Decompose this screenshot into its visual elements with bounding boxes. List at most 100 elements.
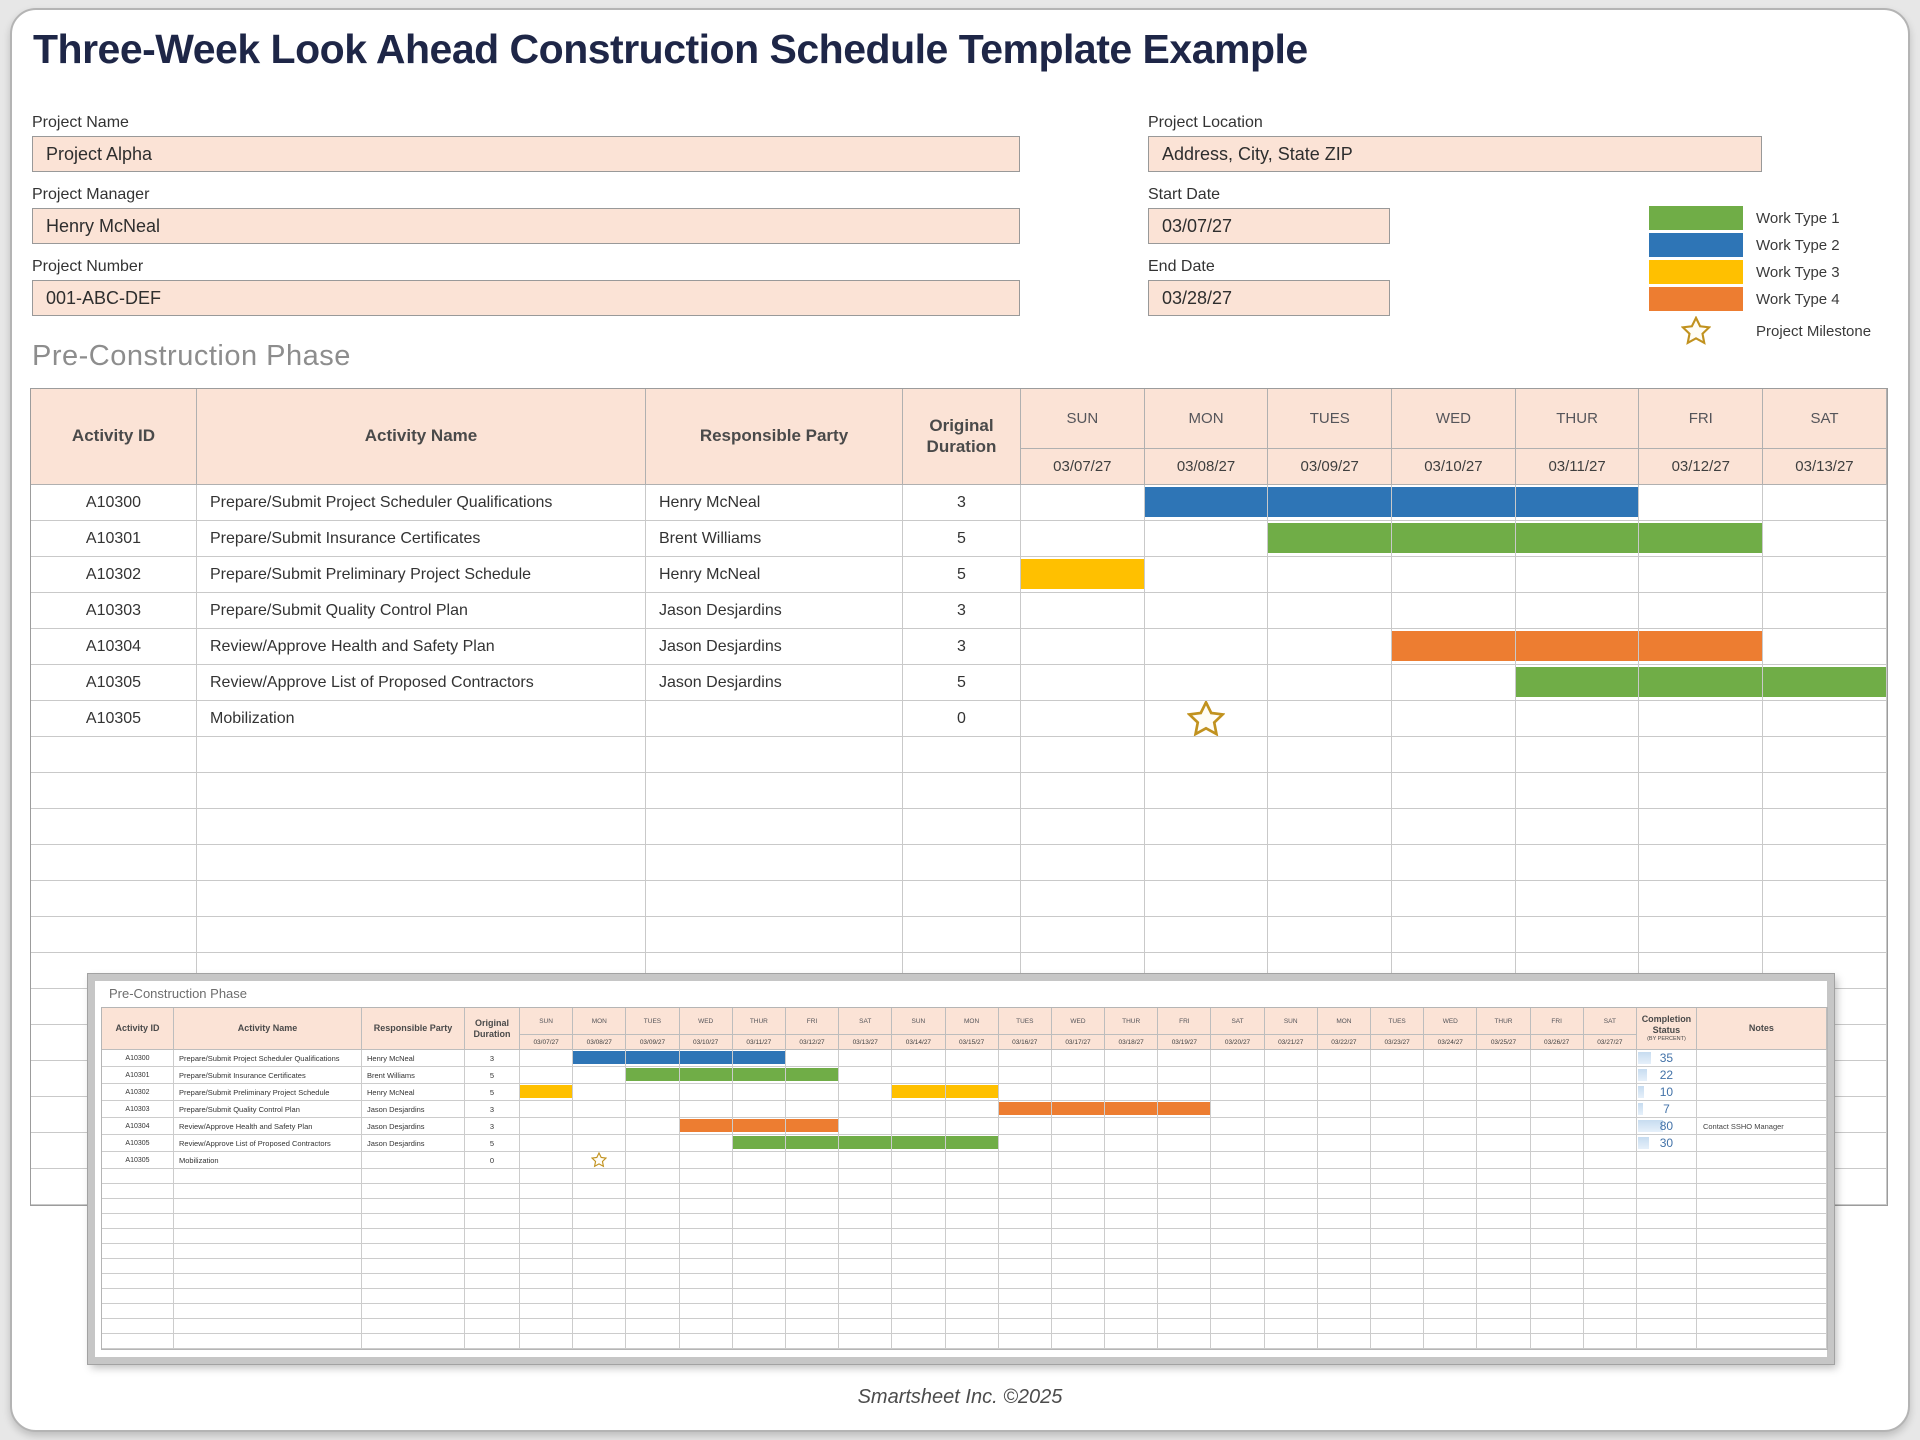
- project-location-input[interactable]: Address, City, State ZIP: [1148, 136, 1762, 172]
- project-number-input[interactable]: 001-ABC-DEF: [32, 280, 1020, 316]
- gantt-day-cell[interactable]: [1021, 629, 1145, 665]
- activity-name-cell[interactable]: [197, 845, 646, 881]
- gantt-day-cell[interactable]: [1144, 701, 1269, 737]
- original-duration-cell[interactable]: 3: [903, 629, 1021, 665]
- gantt-day-cell[interactable]: [1021, 557, 1145, 593]
- gantt-day-cell[interactable]: [1639, 809, 1764, 845]
- gantt-day-cell[interactable]: [1021, 485, 1145, 521]
- gantt-day-cell[interactable]: [1144, 845, 1269, 881]
- gantt-day-cell[interactable]: [1268, 665, 1393, 701]
- gantt-day-cell[interactable]: [1021, 593, 1145, 629]
- activity-id-cell[interactable]: [31, 917, 197, 953]
- responsible-party-cell[interactable]: [646, 773, 903, 809]
- responsible-party-cell[interactable]: Brent Williams: [646, 521, 903, 557]
- gantt-day-cell[interactable]: [1763, 629, 1887, 665]
- gantt-day-cell[interactable]: [1763, 701, 1887, 737]
- end-date-input[interactable]: 03/28/27: [1148, 280, 1390, 316]
- activity-id-cell[interactable]: A10305: [31, 701, 197, 737]
- gantt-day-cell[interactable]: [1392, 845, 1516, 881]
- gantt-day-cell[interactable]: [1639, 881, 1764, 917]
- gantt-day-cell[interactable]: [1268, 809, 1393, 845]
- original-duration-cell[interactable]: 3: [903, 593, 1021, 629]
- gantt-day-cell[interactable]: [1021, 845, 1145, 881]
- gantt-day-cell[interactable]: [1639, 629, 1764, 665]
- gantt-day-cell[interactable]: [1639, 917, 1764, 953]
- gantt-day-cell[interactable]: [1515, 485, 1640, 521]
- gantt-day-cell[interactable]: [1021, 809, 1145, 845]
- gantt-day-cell[interactable]: [1144, 773, 1269, 809]
- gantt-day-cell[interactable]: [1515, 521, 1640, 557]
- gantt-day-cell[interactable]: [1144, 629, 1269, 665]
- activity-name-cell[interactable]: Review/Approve List of Proposed Contract…: [197, 665, 646, 701]
- activity-name-cell[interactable]: [197, 773, 646, 809]
- activity-name-cell[interactable]: Prepare/Submit Preliminary Project Sched…: [197, 557, 646, 593]
- responsible-party-cell[interactable]: Jason Desjardins: [646, 665, 903, 701]
- gantt-day-cell[interactable]: [1515, 665, 1640, 701]
- activity-id-cell[interactable]: A10305: [31, 665, 197, 701]
- activity-name-cell[interactable]: [197, 809, 646, 845]
- gantt-day-cell[interactable]: [1268, 701, 1393, 737]
- gantt-day-cell[interactable]: [1763, 737, 1887, 773]
- gantt-day-cell[interactable]: [1392, 701, 1516, 737]
- gantt-day-cell[interactable]: [1639, 737, 1764, 773]
- gantt-day-cell[interactable]: [1515, 737, 1640, 773]
- activity-id-cell[interactable]: A10303: [31, 593, 197, 629]
- activity-name-cell[interactable]: [197, 917, 646, 953]
- gantt-day-cell[interactable]: [1515, 701, 1640, 737]
- gantt-day-cell[interactable]: [1144, 809, 1269, 845]
- gantt-day-cell[interactable]: [1144, 557, 1269, 593]
- gantt-day-cell[interactable]: [1268, 485, 1393, 521]
- gantt-day-cell[interactable]: [1021, 737, 1145, 773]
- gantt-day-cell[interactable]: [1515, 593, 1640, 629]
- gantt-day-cell[interactable]: [1021, 701, 1145, 737]
- gantt-day-cell[interactable]: [1763, 881, 1887, 917]
- activity-name-cell[interactable]: Prepare/Submit Project Scheduler Qualifi…: [197, 485, 646, 521]
- activity-id-cell[interactable]: A10300: [31, 485, 197, 521]
- activity-name-cell[interactable]: [197, 737, 646, 773]
- gantt-day-cell[interactable]: [1763, 521, 1887, 557]
- gantt-day-cell[interactable]: [1392, 521, 1516, 557]
- original-duration-cell[interactable]: [903, 809, 1021, 845]
- gantt-day-cell[interactable]: [1515, 809, 1640, 845]
- project-manager-input[interactable]: Henry McNeal: [32, 208, 1020, 244]
- gantt-day-cell[interactable]: [1639, 557, 1764, 593]
- gantt-day-cell[interactable]: [1639, 665, 1764, 701]
- gantt-day-cell[interactable]: [1392, 485, 1516, 521]
- gantt-day-cell[interactable]: [1144, 737, 1269, 773]
- gantt-day-cell[interactable]: [1515, 845, 1640, 881]
- activity-id-cell[interactable]: [31, 881, 197, 917]
- activity-name-cell[interactable]: [197, 881, 646, 917]
- gantt-day-cell[interactable]: [1392, 557, 1516, 593]
- gantt-day-cell[interactable]: [1268, 737, 1393, 773]
- gantt-day-cell[interactable]: [1392, 773, 1516, 809]
- activity-id-cell[interactable]: [31, 737, 197, 773]
- gantt-day-cell[interactable]: [1268, 629, 1393, 665]
- original-duration-cell[interactable]: [903, 773, 1021, 809]
- gantt-day-cell[interactable]: [1639, 521, 1764, 557]
- start-date-input[interactable]: 03/07/27: [1148, 208, 1390, 244]
- responsible-party-cell[interactable]: Henry McNeal: [646, 485, 903, 521]
- gantt-day-cell[interactable]: [1763, 665, 1887, 701]
- activity-name-cell[interactable]: Mobilization: [197, 701, 646, 737]
- gantt-day-cell[interactable]: [1268, 521, 1393, 557]
- activity-name-cell[interactable]: Prepare/Submit Insurance Certificates: [197, 521, 646, 557]
- gantt-day-cell[interactable]: [1144, 485, 1269, 521]
- gantt-day-cell[interactable]: [1639, 701, 1764, 737]
- responsible-party-cell[interactable]: [646, 845, 903, 881]
- gantt-day-cell[interactable]: [1268, 845, 1393, 881]
- gantt-day-cell[interactable]: [1515, 629, 1640, 665]
- activity-id-cell[interactable]: [31, 773, 197, 809]
- gantt-day-cell[interactable]: [1515, 881, 1640, 917]
- original-duration-cell[interactable]: [903, 737, 1021, 773]
- activity-name-cell[interactable]: Prepare/Submit Quality Control Plan: [197, 593, 646, 629]
- gantt-day-cell[interactable]: [1268, 593, 1393, 629]
- activity-name-cell[interactable]: Review/Approve Health and Safety Plan: [197, 629, 646, 665]
- original-duration-cell[interactable]: 3: [903, 485, 1021, 521]
- responsible-party-cell[interactable]: [646, 737, 903, 773]
- gantt-day-cell[interactable]: [1763, 773, 1887, 809]
- original-duration-cell[interactable]: [903, 917, 1021, 953]
- responsible-party-cell[interactable]: Jason Desjardins: [646, 593, 903, 629]
- gantt-day-cell[interactable]: [1763, 593, 1887, 629]
- original-duration-cell[interactable]: 5: [903, 665, 1021, 701]
- gantt-day-cell[interactable]: [1639, 593, 1764, 629]
